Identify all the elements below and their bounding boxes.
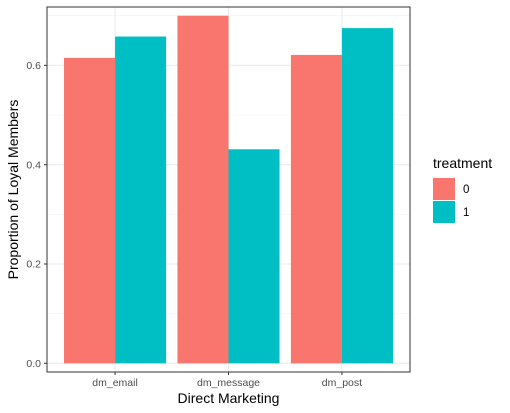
- y-axis-ticks: 0.0 0.2 0.4 0.6: [26, 60, 47, 370]
- y-tick-label: 0.6: [26, 60, 41, 72]
- legend-label-0: 0: [463, 184, 469, 196]
- x-axis-title: Direct Marketing: [178, 390, 280, 406]
- legend: treatment 0 1: [433, 155, 492, 223]
- x-axis-ticks: dm_email dm_message dm_post: [92, 372, 362, 389]
- bar-dm_post-treatment-1: [341, 28, 393, 364]
- legend-title: treatment: [433, 155, 492, 171]
- bars: [64, 15, 393, 364]
- bar-dm_message-treatment-1: [228, 149, 280, 364]
- y-tick-label: 0.4: [26, 159, 41, 171]
- y-tick-label: 0.0: [26, 358, 41, 370]
- x-tick-label: dm_message: [197, 377, 260, 389]
- bar-dm_message-treatment-0: [177, 15, 229, 364]
- bar-dm_email-treatment-1: [115, 36, 167, 364]
- legend-label-1: 1: [463, 207, 469, 219]
- bar-dm_email-treatment-0: [64, 57, 116, 364]
- y-tick-label: 0.2: [26, 259, 41, 271]
- x-tick-label: dm_post: [322, 377, 362, 389]
- y-axis-title: Proportion of Loyal Members: [5, 100, 21, 280]
- bar-dm_post-treatment-0: [290, 54, 342, 364]
- legend-key-0: [433, 178, 455, 200]
- legend-key-1: [433, 201, 455, 223]
- x-tick-label: dm_email: [92, 377, 138, 389]
